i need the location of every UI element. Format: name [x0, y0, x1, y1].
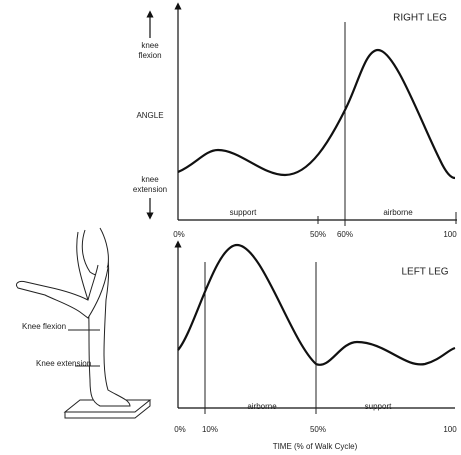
label: ANGLE [136, 111, 163, 120]
phase: airborne [247, 402, 277, 411]
tick-label: 10% [202, 425, 218, 434]
tick-label: 50% [310, 230, 326, 239]
tick-label: 0% [173, 230, 185, 239]
x-label: TIME (% of Walk Cycle) [273, 442, 358, 451]
phase: airborne [383, 208, 413, 217]
label: extension [133, 185, 167, 194]
label: knee [141, 175, 159, 184]
right-leg-plot: RIGHT LEG knee flexion ANGLE knee extens… [133, 2, 457, 239]
tick-label: 100 [443, 230, 457, 239]
tick-label: 100 [443, 425, 457, 434]
leg-illustration: Knee flexion Knee extension [15, 227, 152, 419]
phase: support [230, 208, 257, 217]
tick-label: 0% [174, 425, 186, 434]
title: LEFT LEG [401, 267, 448, 278]
label: flexion [138, 51, 161, 60]
tick-label: 60% [337, 230, 353, 239]
label: knee [141, 41, 159, 50]
title: RIGHT LEG [393, 13, 447, 24]
label: Knee flexion [22, 322, 66, 331]
angle-curve [177, 48, 456, 180]
bent-leg [15, 264, 109, 319]
tick-label: 50% [310, 425, 326, 434]
left-leg-plot: LEFT LEG airborne support 0% 10% 50% 100… [174, 240, 457, 451]
angle-curve [177, 243, 456, 366]
phase: support [365, 402, 392, 411]
label: Knee extension [36, 359, 91, 368]
